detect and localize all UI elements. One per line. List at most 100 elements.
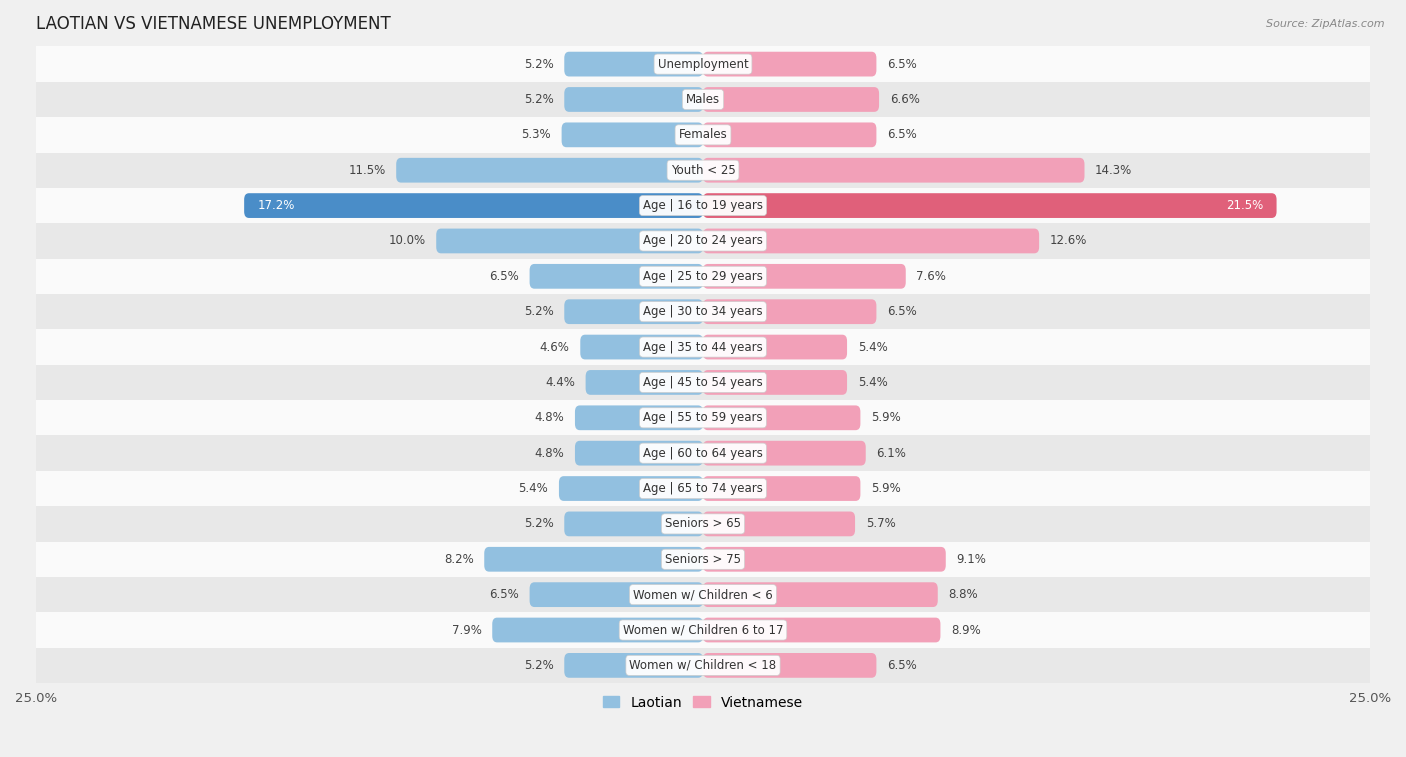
FancyBboxPatch shape — [560, 476, 703, 501]
FancyBboxPatch shape — [575, 441, 703, 466]
Text: Age | 65 to 74 years: Age | 65 to 74 years — [643, 482, 763, 495]
Text: 17.2%: 17.2% — [257, 199, 295, 212]
Text: Women w/ Children 6 to 17: Women w/ Children 6 to 17 — [623, 624, 783, 637]
Bar — [37, 117, 1369, 152]
FancyBboxPatch shape — [561, 123, 703, 147]
Text: Youth < 25: Youth < 25 — [671, 164, 735, 176]
Text: Source: ZipAtlas.com: Source: ZipAtlas.com — [1267, 19, 1385, 29]
Text: 6.5%: 6.5% — [887, 659, 917, 672]
FancyBboxPatch shape — [703, 653, 876, 678]
Text: 4.4%: 4.4% — [546, 376, 575, 389]
FancyBboxPatch shape — [530, 582, 703, 607]
FancyBboxPatch shape — [581, 335, 703, 360]
Text: 5.4%: 5.4% — [858, 376, 887, 389]
Bar — [37, 541, 1369, 577]
Bar — [37, 365, 1369, 400]
FancyBboxPatch shape — [703, 441, 866, 466]
FancyBboxPatch shape — [564, 51, 703, 76]
Text: 8.9%: 8.9% — [950, 624, 981, 637]
Legend: Laotian, Vietnamese: Laotian, Vietnamese — [598, 690, 808, 715]
Text: 6.5%: 6.5% — [887, 58, 917, 70]
Text: LAOTIAN VS VIETNAMESE UNEMPLOYMENT: LAOTIAN VS VIETNAMESE UNEMPLOYMENT — [37, 15, 391, 33]
Text: Women w/ Children < 6: Women w/ Children < 6 — [633, 588, 773, 601]
Text: 5.9%: 5.9% — [872, 482, 901, 495]
Bar — [37, 648, 1369, 683]
FancyBboxPatch shape — [703, 87, 879, 112]
Text: 6.5%: 6.5% — [489, 269, 519, 283]
Bar — [37, 82, 1369, 117]
FancyBboxPatch shape — [703, 51, 876, 76]
Text: Age | 35 to 44 years: Age | 35 to 44 years — [643, 341, 763, 354]
Text: 5.2%: 5.2% — [524, 517, 554, 531]
FancyBboxPatch shape — [564, 512, 703, 536]
Text: 5.2%: 5.2% — [524, 93, 554, 106]
Text: Age | 20 to 24 years: Age | 20 to 24 years — [643, 235, 763, 248]
Text: Age | 60 to 64 years: Age | 60 to 64 years — [643, 447, 763, 459]
Text: 6.5%: 6.5% — [887, 305, 917, 318]
FancyBboxPatch shape — [703, 123, 876, 147]
Text: 5.2%: 5.2% — [524, 659, 554, 672]
Text: 11.5%: 11.5% — [349, 164, 385, 176]
Text: 5.3%: 5.3% — [522, 129, 551, 142]
FancyBboxPatch shape — [564, 87, 703, 112]
FancyBboxPatch shape — [530, 264, 703, 288]
Text: 14.3%: 14.3% — [1095, 164, 1132, 176]
FancyBboxPatch shape — [564, 653, 703, 678]
FancyBboxPatch shape — [703, 370, 846, 395]
Text: 6.5%: 6.5% — [887, 129, 917, 142]
Bar — [37, 400, 1369, 435]
Text: 4.6%: 4.6% — [540, 341, 569, 354]
FancyBboxPatch shape — [703, 406, 860, 430]
FancyBboxPatch shape — [245, 193, 703, 218]
FancyBboxPatch shape — [396, 158, 703, 182]
FancyBboxPatch shape — [703, 158, 1084, 182]
Text: Age | 45 to 54 years: Age | 45 to 54 years — [643, 376, 763, 389]
FancyBboxPatch shape — [703, 476, 860, 501]
Text: Age | 55 to 59 years: Age | 55 to 59 years — [643, 411, 763, 425]
FancyBboxPatch shape — [703, 547, 946, 572]
Text: 5.4%: 5.4% — [519, 482, 548, 495]
Bar — [37, 152, 1369, 188]
FancyBboxPatch shape — [575, 406, 703, 430]
Text: 8.8%: 8.8% — [949, 588, 979, 601]
Text: 4.8%: 4.8% — [534, 411, 564, 425]
FancyBboxPatch shape — [484, 547, 703, 572]
Bar — [37, 577, 1369, 612]
FancyBboxPatch shape — [703, 193, 1277, 218]
Text: Age | 30 to 34 years: Age | 30 to 34 years — [643, 305, 763, 318]
Bar — [37, 435, 1369, 471]
FancyBboxPatch shape — [436, 229, 703, 254]
FancyBboxPatch shape — [703, 512, 855, 536]
Bar — [37, 329, 1369, 365]
Text: Unemployment: Unemployment — [658, 58, 748, 70]
Text: 5.2%: 5.2% — [524, 58, 554, 70]
FancyBboxPatch shape — [703, 299, 876, 324]
Text: Seniors > 65: Seniors > 65 — [665, 517, 741, 531]
Text: Age | 25 to 29 years: Age | 25 to 29 years — [643, 269, 763, 283]
Bar — [37, 506, 1369, 541]
Text: 6.5%: 6.5% — [489, 588, 519, 601]
Bar — [37, 259, 1369, 294]
Bar — [37, 294, 1369, 329]
Text: 6.6%: 6.6% — [890, 93, 920, 106]
FancyBboxPatch shape — [703, 618, 941, 643]
Text: 4.8%: 4.8% — [534, 447, 564, 459]
FancyBboxPatch shape — [703, 335, 846, 360]
Text: Females: Females — [679, 129, 727, 142]
Text: Males: Males — [686, 93, 720, 106]
Text: Women w/ Children < 18: Women w/ Children < 18 — [630, 659, 776, 672]
Text: 5.7%: 5.7% — [866, 517, 896, 531]
FancyBboxPatch shape — [586, 370, 703, 395]
Text: Seniors > 75: Seniors > 75 — [665, 553, 741, 565]
Text: 5.2%: 5.2% — [524, 305, 554, 318]
Text: 6.1%: 6.1% — [876, 447, 907, 459]
Text: 10.0%: 10.0% — [388, 235, 426, 248]
FancyBboxPatch shape — [492, 618, 703, 643]
FancyBboxPatch shape — [564, 299, 703, 324]
Text: 21.5%: 21.5% — [1226, 199, 1263, 212]
FancyBboxPatch shape — [703, 229, 1039, 254]
Text: Age | 16 to 19 years: Age | 16 to 19 years — [643, 199, 763, 212]
FancyBboxPatch shape — [703, 264, 905, 288]
Bar — [37, 223, 1369, 259]
FancyBboxPatch shape — [703, 582, 938, 607]
